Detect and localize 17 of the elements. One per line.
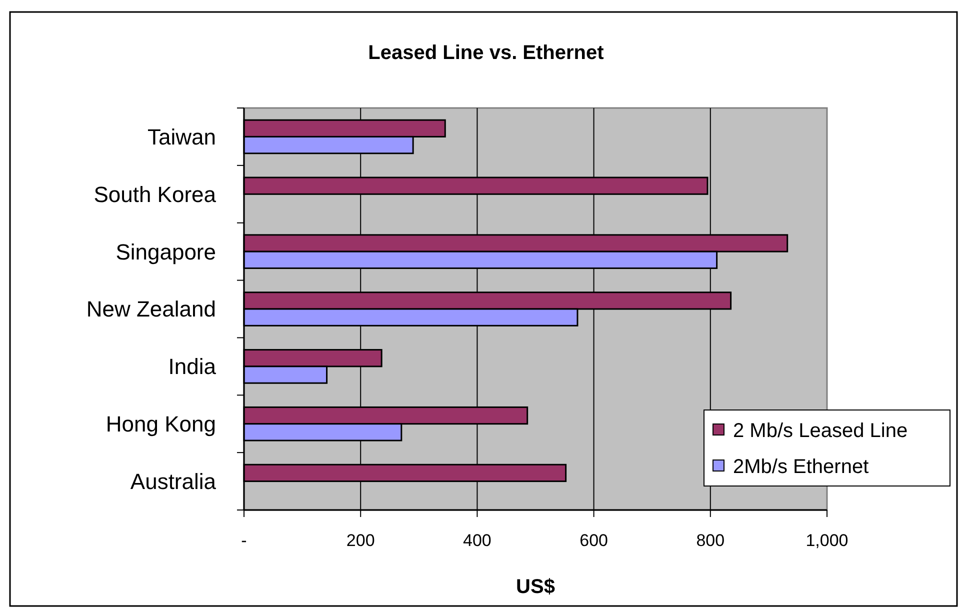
x-tick-label: 400 — [463, 531, 492, 550]
x-tick-label: - — [241, 531, 247, 550]
x-tick-label: 200 — [346, 531, 375, 550]
y-tick-label: Hong Kong — [106, 412, 216, 437]
x-tick-label: 1,000 — [806, 531, 848, 550]
y-tick-label: Taiwan — [148, 124, 216, 150]
chart-title: Leased Line vs. Ethernet — [368, 42, 604, 64]
y-tick-label: Australia — [130, 468, 217, 494]
legend-label: 2 Mb/s Leased Line — [733, 420, 908, 442]
y-tick-label: Singapore — [116, 239, 216, 264]
x-tick-label: 600 — [580, 531, 608, 550]
x-axis-title: US$ — [516, 576, 555, 598]
y-tick-label: South Korea — [94, 182, 217, 207]
y-tick-label: India — [168, 354, 217, 380]
legend-label: 2Mb/s Ethernet — [733, 456, 870, 478]
x-tick-label: 800 — [696, 531, 725, 550]
y-tick-label: New Zealand — [86, 296, 216, 322]
